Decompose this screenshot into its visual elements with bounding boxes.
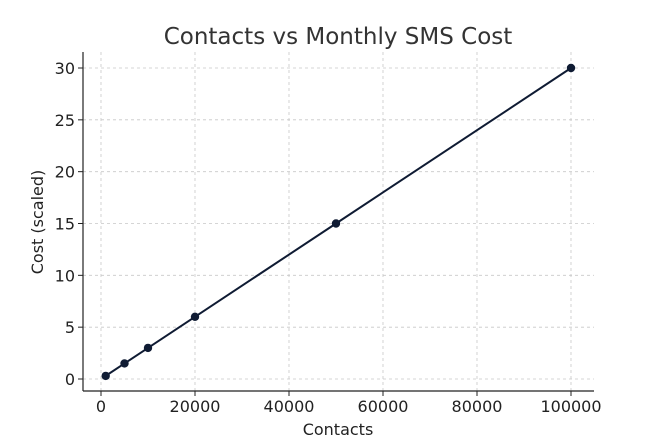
x-tick-label: 100000: [540, 397, 601, 416]
data-point-marker: [143, 343, 153, 353]
y-tick-label: 30: [55, 59, 75, 78]
x-axis-label: Contacts: [303, 420, 374, 439]
y-tick-label: 20: [55, 163, 75, 182]
x-tick-label: 80000: [452, 397, 503, 416]
data-series: [101, 63, 576, 381]
axes: [82, 52, 594, 392]
x-tick-label: 20000: [170, 397, 221, 416]
data-point-marker: [190, 312, 200, 321]
x-ticks: 0 20000 40000 60000 80000 100000: [96, 391, 602, 416]
y-tick-label: 15: [55, 214, 75, 233]
y-tick-label: 5: [65, 318, 75, 337]
x-tick-label: 0: [96, 397, 106, 416]
x-tick-label: 40000: [264, 397, 315, 416]
y-tick-label: 10: [55, 266, 75, 285]
y-ticks: 0 5 10 15 20 25 30: [55, 59, 83, 389]
data-point-marker: [120, 359, 129, 368]
y-axis-label: Cost (scaled): [28, 170, 47, 275]
y-tick-label: 0: [65, 370, 75, 389]
data-point-marker: [566, 63, 576, 73]
y-tick-label: 25: [55, 111, 75, 130]
x-tick-label: 60000: [358, 397, 409, 416]
grid: [83, 52, 594, 391]
data-point-marker: [101, 371, 110, 381]
data-point-marker: [331, 219, 341, 228]
chart-title: Contacts vs Monthly SMS Cost: [164, 24, 513, 50]
